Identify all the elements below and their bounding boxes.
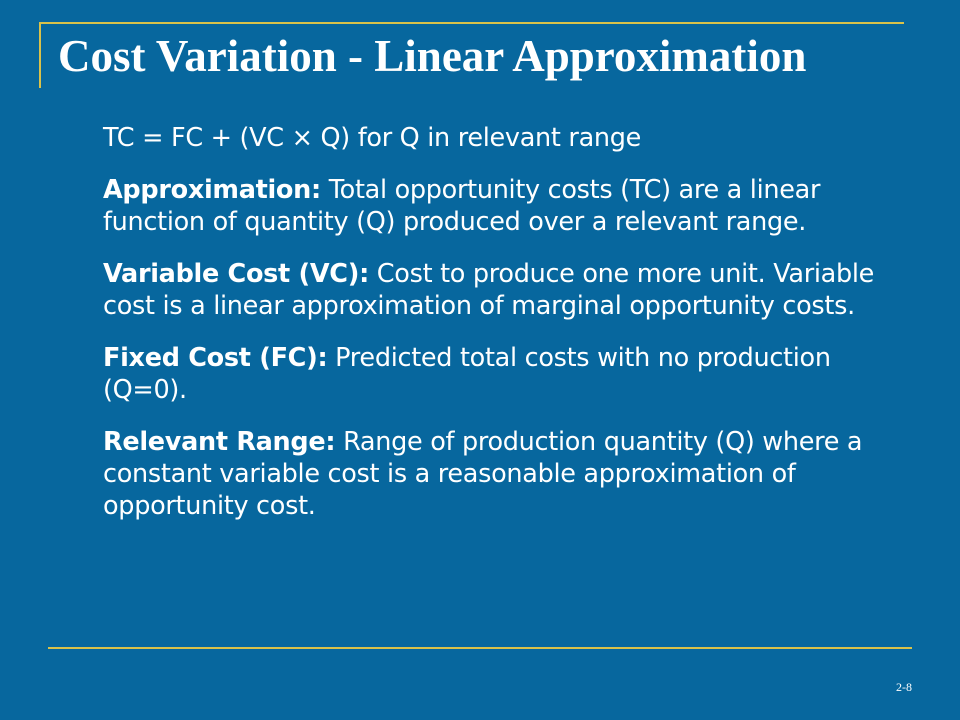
term: Approximation: <box>103 175 321 205</box>
slide-title: Cost Variation - Linear Approximation <box>58 31 807 81</box>
formula: TC = FC + (VC × Q) for Q in relevant ran… <box>103 123 642 153</box>
frame-line <box>39 22 904 24</box>
page-number: 2-8 <box>896 680 912 694</box>
definition-text: Predicted total costs with no production… <box>103 343 831 405</box>
definition: Approximation: Total opportunity costs (… <box>103 174 913 238</box>
frame-line <box>39 22 41 88</box>
term: Fixed Cost (FC): <box>103 343 328 373</box>
term: Variable Cost (VC): <box>103 259 369 289</box>
slide-body: TC = FC + (VC × Q) for Q in relevant ran… <box>103 122 913 542</box>
definition-text: Cost to produce one more unit. Variable … <box>103 259 875 321</box>
definition: Fixed Cost (FC): Predicted total costs w… <box>103 342 913 406</box>
term: Relevant Range: <box>103 427 336 457</box>
definition-text: Total opportunity costs (TC) are a linea… <box>103 175 821 237</box>
definition-text: Range of production quantity (Q) where a… <box>103 427 863 521</box>
frame-line <box>48 647 912 649</box>
definition: Relevant Range: Range of production quan… <box>103 426 913 522</box>
definition: Variable Cost (VC): Cost to produce one … <box>103 258 913 322</box>
